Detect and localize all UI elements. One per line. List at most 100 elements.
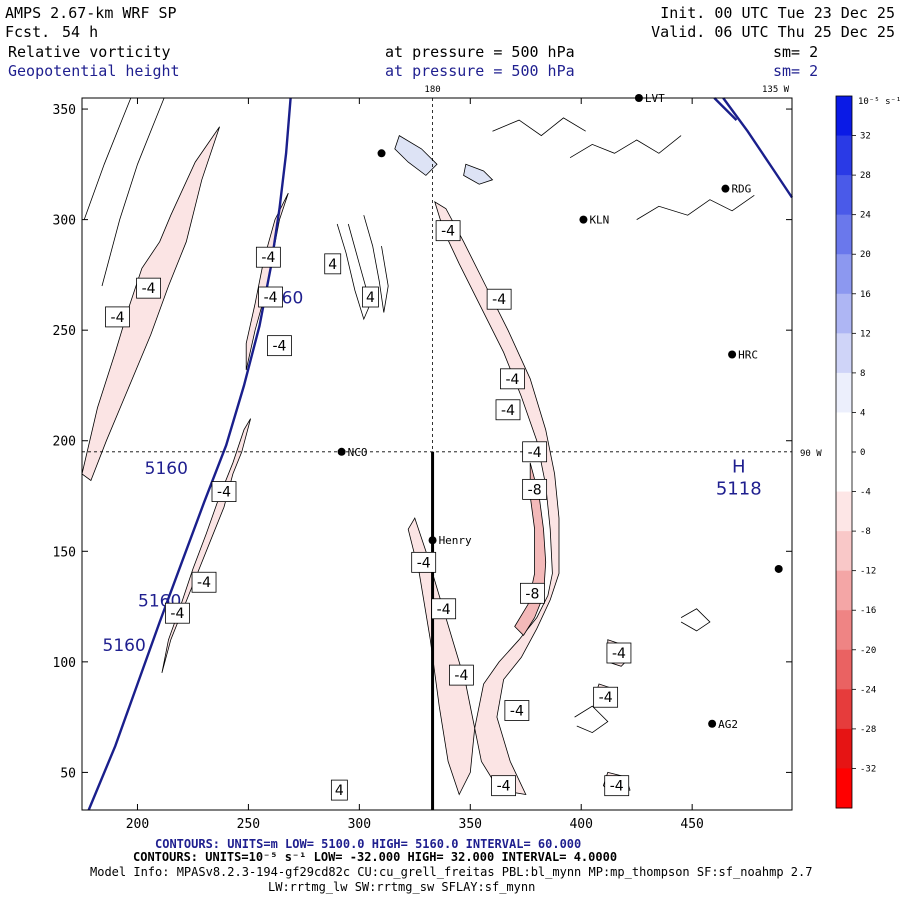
field2-level: at pressure = 500 hPa: [385, 62, 575, 80]
contour-left-thin-a: [83, 97, 132, 220]
vorticity-label-11: -4: [528, 445, 542, 461]
colorbar-tick-label-4: 16: [860, 290, 871, 300]
field1-level: at pressure = 500 hPa: [385, 43, 575, 61]
x-tick-label-450: 450: [680, 817, 703, 832]
vorticity-contour-lines: [83, 97, 755, 734]
colorbar-segment-16: [836, 728, 852, 769]
station-label-3: RDG: [731, 183, 751, 196]
height-contour-5160-main: [87, 97, 292, 811]
station-label-4: HRC: [738, 348, 758, 361]
x-tick-label-250: 250: [237, 817, 260, 832]
field1-smooth: sm= 2: [773, 43, 818, 61]
vorticity-label-box-17: [411, 551, 437, 573]
colorbar-tick-label-8: 0: [860, 448, 865, 458]
colorbar-tick-label-6: 8: [860, 369, 865, 379]
colorbar-tick-label-16: -32: [860, 764, 876, 774]
colorbar-segment-17: [836, 768, 852, 809]
contour-north-c: [492, 117, 586, 137]
colorbar-segment-7: [836, 372, 852, 413]
y-tick-label-200: 200: [53, 435, 76, 450]
colorbar-segment-8: [836, 412, 852, 453]
vorticity-label-box-12: [522, 478, 548, 500]
colorbar-segment-9: [836, 452, 852, 493]
reference-lines: 180 90 W 135 W: [82, 85, 822, 810]
station-dot-2: [579, 215, 588, 224]
colorbar-segment-15: [836, 689, 852, 730]
station-dot-0: [337, 447, 346, 456]
height-label-1: 5160: [145, 459, 188, 479]
contour-positive-a: [336, 223, 371, 321]
vorticity-label-box-0: [255, 246, 281, 268]
vorticity-label-5: 4: [328, 257, 337, 273]
colorbar-tick-label-3: 20: [860, 250, 871, 260]
x-tick-label-200: 200: [126, 817, 149, 832]
y-tick-label-100: 100: [53, 656, 76, 671]
colorbar-tick-label-10: -8: [860, 527, 871, 537]
forecast-value: 54 h: [62, 23, 98, 41]
y-tick-label-250: 250: [53, 324, 76, 339]
patch-north-blue-b: [463, 163, 494, 185]
vorticity-label-19: -4: [454, 668, 468, 684]
height-contour-ne: [722, 97, 793, 199]
vorticity-label-8: -4: [492, 292, 506, 308]
colorbar-segment-0: [836, 96, 852, 137]
vorticity-label-4: -4: [272, 339, 286, 355]
vorticity-label-2: -4: [111, 310, 125, 326]
vorticity-label-box-22: [606, 642, 632, 664]
colorbar-segment-6: [836, 333, 852, 374]
colorbar-units: 10⁻⁵ s⁻¹: [858, 97, 900, 107]
station-label-0: NCO: [348, 446, 368, 459]
patch-north-blue: [394, 135, 438, 176]
station-dot-5: [708, 719, 717, 728]
colorbar-tick-label-13: -20: [860, 646, 876, 656]
valid-time: Valid. 06 UTC Thu 25 Dec 25: [651, 23, 895, 41]
colorbar-tick-label-1: 28: [860, 171, 871, 181]
colorbar-segment-12: [836, 570, 852, 611]
vorticity-label-14: -4: [217, 485, 231, 501]
contour-positive-b: [363, 215, 389, 313]
vorticity-label-3: -4: [264, 290, 278, 306]
colorbar-tick-label-15: -28: [860, 725, 876, 735]
x-tick-label-400: 400: [569, 817, 592, 832]
station-dot-7: [774, 564, 783, 573]
station-label-1: Henry: [439, 534, 472, 547]
footer-model-info: Model Info: MPASv8.2.3-194-gf29cd82c CU:…: [90, 865, 812, 879]
vorticity-label-20: -4: [510, 703, 524, 719]
parallel-label: 90 W: [800, 449, 822, 459]
vorticity-label-box-9: [500, 368, 525, 390]
vorticity-label-box-4: [267, 335, 292, 357]
colorbar-tick-label-7: 4: [860, 408, 865, 418]
vorticity-label-13: -8: [525, 586, 539, 602]
field2-smooth: sm= 2: [773, 62, 818, 80]
colorbar-tick-label-0: 32: [860, 132, 871, 142]
colorbar-tick-label-11: -12: [860, 567, 876, 577]
station-dot-8: [377, 149, 386, 158]
y-tick-label-50: 50: [60, 766, 76, 781]
vorticity-label-6: 4: [366, 290, 375, 306]
vorticity-label-box-1: [136, 277, 161, 299]
colorbar-segment-2: [836, 175, 852, 216]
vorticity-label-box-11: [522, 441, 548, 463]
corner-meridian-label: 135 W: [762, 85, 790, 95]
vorticity-label-box-25: [330, 779, 348, 801]
station-dot-1: [428, 536, 437, 545]
contour-north-b: [636, 194, 755, 220]
vorticity-label-25: 4: [335, 783, 344, 799]
contour-labels: -4 -4 -4 -4 -4 4 4 -4 -4 -4 -4 -4 -8 -8 -4 -4 -4 -4 -4 -4 -4…: [105, 220, 632, 801]
vorticity-label-box-21: [491, 775, 516, 797]
station-dot-3: [721, 184, 730, 193]
contour-s-loop: [574, 705, 609, 734]
x-tick-label-300: 300: [348, 817, 371, 832]
colorbar: 32 28 24 20 16 12 8 4 0 -4 -8 -12 -16 -20 -24 -28 -32 10⁻…: [835, 95, 900, 809]
station-label-5: AG2: [718, 718, 738, 731]
colorbar-segment-14: [836, 649, 852, 690]
colorbar-segment-13: [836, 610, 852, 651]
y-tick-label-150: 150: [53, 545, 76, 560]
high-center-value: 5118: [716, 479, 762, 500]
vorticity-label-7: -4: [441, 224, 455, 240]
vorticity-label-box-20: [504, 700, 530, 721]
colorbar-tick-label-14: -24: [860, 685, 876, 695]
colorbar-segment-10: [836, 491, 852, 532]
